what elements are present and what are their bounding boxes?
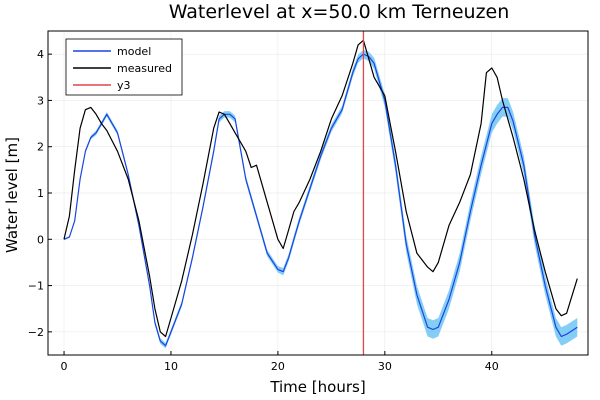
model-uncertainty-band <box>64 50 578 349</box>
model-series-line <box>63 53 578 347</box>
model-band-layer <box>64 50 578 349</box>
legend-box <box>65 38 183 96</box>
y-tick-label: 2 <box>37 141 44 154</box>
x-tick-label: 10 <box>164 360 178 373</box>
x-axis-label: Time [hours] <box>269 378 365 396</box>
y-axis-label: Water level [m] <box>3 137 21 253</box>
y-tick-label: 3 <box>37 94 44 107</box>
legend: model measured y3 <box>65 38 183 96</box>
legend-label-measured: measured <box>117 62 172 75</box>
x-tick-label: 30 <box>378 360 392 373</box>
chart-title: Waterlevel at x=50.0 km Terneuzen <box>169 1 510 23</box>
y-tick-label: −2 <box>28 326 44 339</box>
y-tick-label: −1 <box>28 280 44 293</box>
legend-label-model: model <box>117 45 151 58</box>
x-tick-label: 20 <box>271 360 285 373</box>
y-tick-label: 1 <box>37 187 44 200</box>
measured-series-line <box>63 39 578 338</box>
x-tick-label: 0 <box>61 360 68 373</box>
series-layer <box>63 39 578 347</box>
y-tick-label: 4 <box>37 48 44 61</box>
tick-layer: 0 10 20 30 40 −2 −1 0 1 2 3 4 <box>28 48 499 373</box>
y-tick-label: 0 <box>37 233 44 246</box>
x-tick-label: 40 <box>485 360 499 373</box>
legend-label-y3: y3 <box>117 79 131 92</box>
